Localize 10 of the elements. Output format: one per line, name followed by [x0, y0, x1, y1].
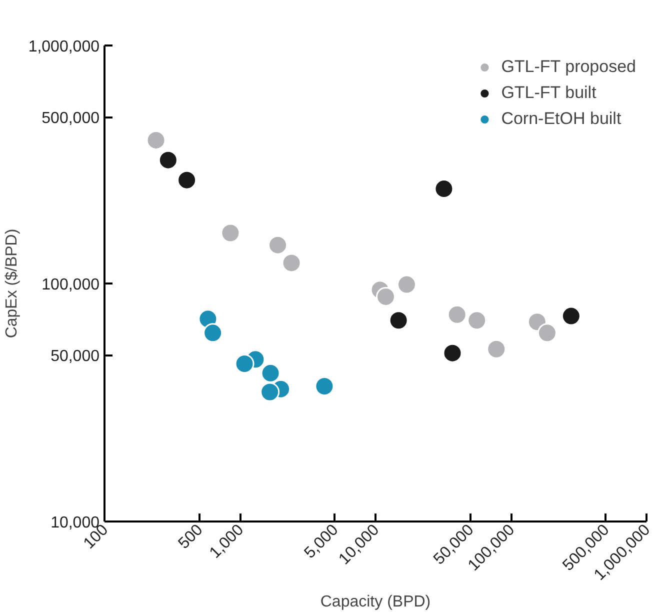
y-tick-label: 500,000 [42, 110, 100, 128]
y-tick-label: 50,000 [50, 348, 100, 366]
x-tick-label: 500 [175, 521, 206, 552]
y-tick-label: 1,000,000 [28, 38, 100, 56]
legend-label: Corn-EtOH built [501, 109, 622, 129]
y-tick-label: 100,000 [42, 276, 100, 294]
y-axis-title: CapEx ($/BPD) [3, 228, 20, 338]
legend-label: GTL-FT built [501, 83, 596, 103]
x-axis-title: Capacity (BPD) [320, 593, 431, 610]
legend-label: GTL-FT proposed [501, 57, 636, 77]
